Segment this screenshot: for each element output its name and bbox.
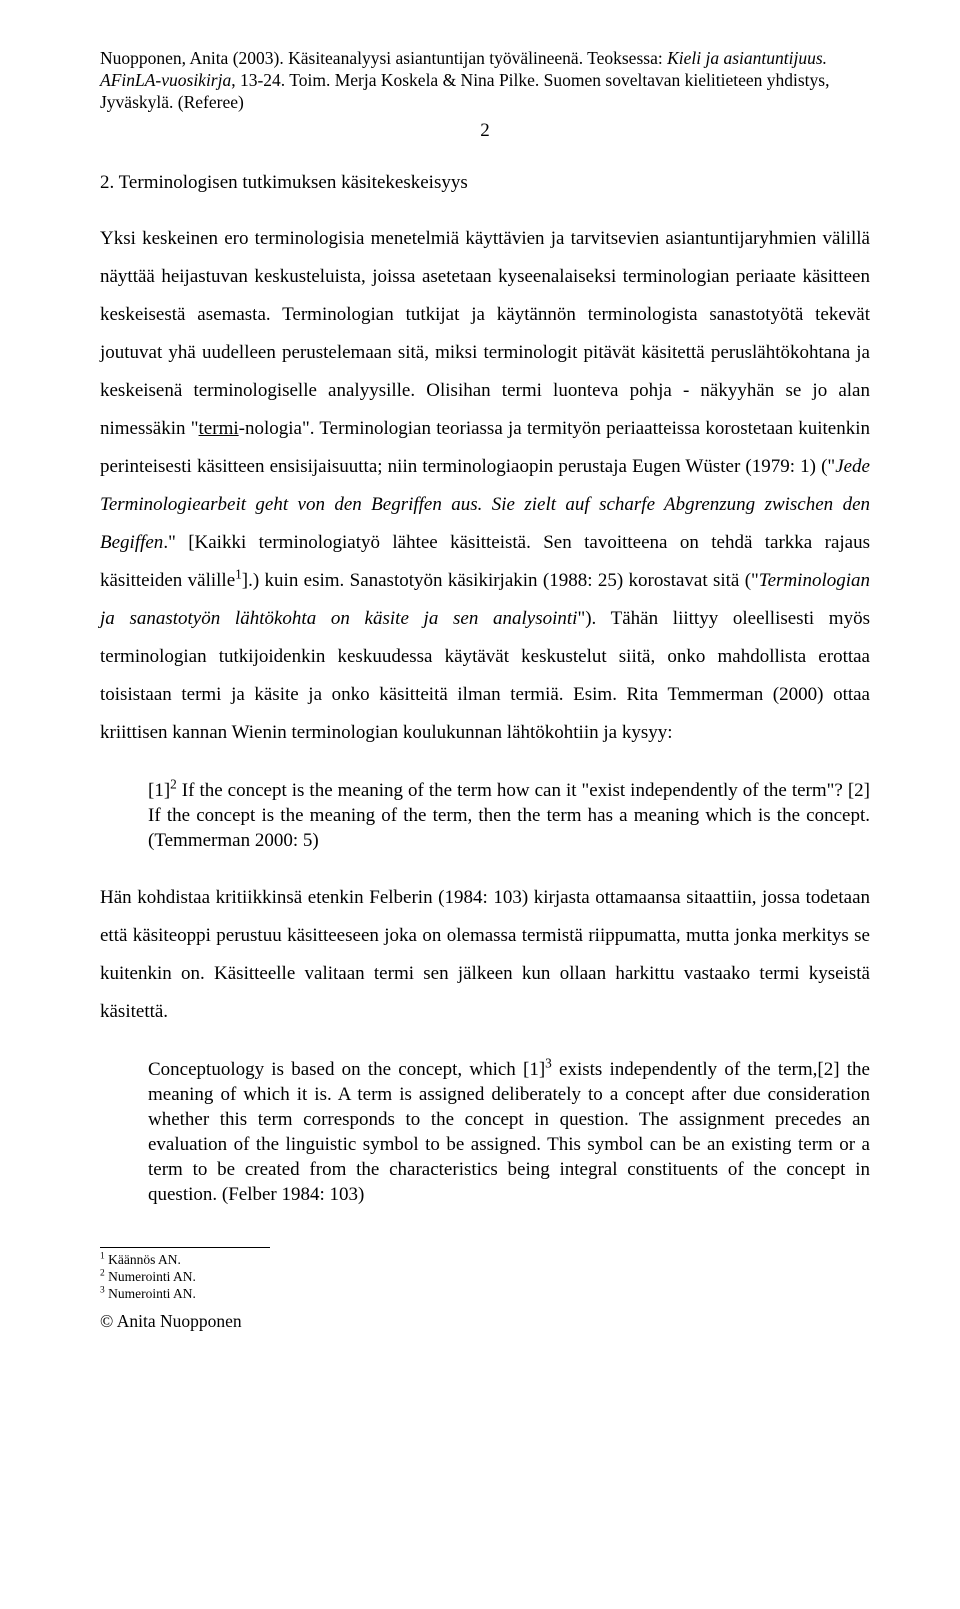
block-quote-2: Conceptuology is based on the concept, w… [148, 1057, 870, 1207]
copyright-line: © Anita Nuopponen [100, 1311, 870, 1332]
footnote-num-1: 1 [100, 1252, 105, 1262]
quote2-t1: Conceptuology is based on the concept, w… [148, 1059, 545, 1080]
quote1-t2: If the concept is the meaning of the ter… [148, 780, 870, 851]
footnote-num-2: 2 [100, 1269, 105, 1279]
footnote-separator [100, 1247, 270, 1248]
footnote-num-3: 3 [100, 1286, 105, 1296]
footnote-2: 2 Numerointi AN. [100, 1269, 870, 1286]
para1-t1: Yksi keskeinen ero terminologisia menete… [100, 228, 870, 439]
page-container: Nuopponen, Anita (2003). Käsiteanalyysi … [0, 0, 960, 1372]
section-heading: 2. Terminologisen tutkimuksen käsitekesk… [100, 172, 870, 194]
footnote-3: 3 Numerointi AN. [100, 1286, 870, 1303]
header-text-pre: Nuopponen, Anita (2003). Käsiteanalyysi … [100, 48, 667, 68]
footnote-ref-2: 2 [170, 776, 177, 791]
footnote-1-text: Käännös AN. [108, 1252, 181, 1267]
footnote-1: 1 Käännös AN. [100, 1252, 870, 1269]
footnote-3-text: Numerointi AN. [108, 1286, 196, 1301]
footnote-ref-1: 1 [235, 566, 242, 581]
footnote-ref-3: 3 [545, 1056, 552, 1071]
running-header: Nuopponen, Anita (2003). Käsiteanalyysi … [100, 48, 870, 114]
para1-t4: ].) kuin esim. Sanastotyön käsikirjakin … [242, 570, 759, 591]
body-paragraph-2: Hän kohdistaa kritiikkinsä etenkin Felbe… [100, 879, 870, 1031]
footnote-2-text: Numerointi AN. [108, 1269, 196, 1284]
body-paragraph-1: Yksi keskeinen ero terminologisia menete… [100, 220, 870, 752]
para1-underlined: termi [199, 418, 239, 439]
quote1-t1: [1] [148, 780, 170, 801]
page-number: 2 [100, 120, 870, 142]
quote2-t2: exists independently of the term,[2] the… [148, 1059, 870, 1205]
block-quote-1: [1]2 If the concept is the meaning of th… [148, 778, 870, 853]
